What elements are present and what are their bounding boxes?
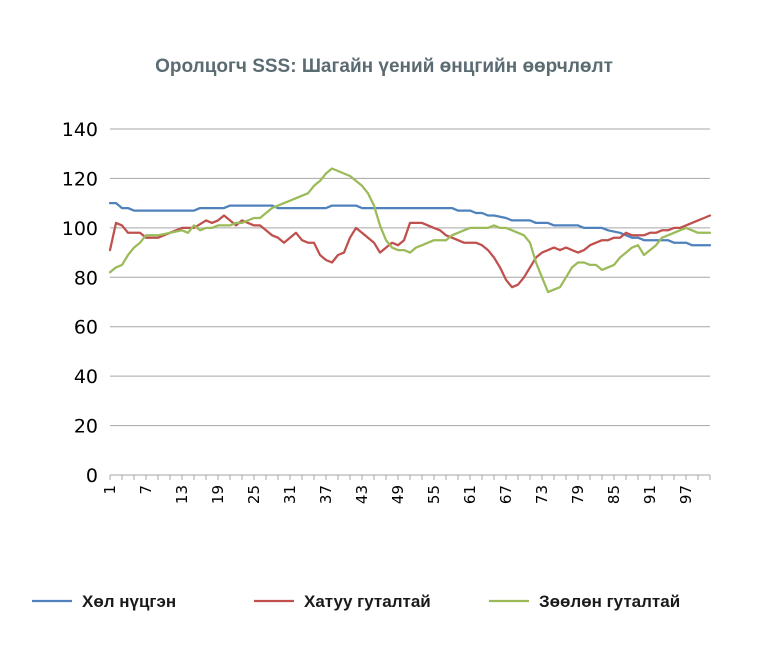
legend: Хөл нүцгэн Хатуу гуталтай Зөөлөн гуталтай [32, 592, 680, 611]
y-axis-ticks: 0 20 40 60 80 100 120 140 [62, 119, 98, 487]
x-tick-label: 37 [317, 485, 335, 504]
x-tick-label: 97 [677, 485, 695, 504]
chart-title: Оролцогч SSS: Шагайн үений өнцгийн өөрчл… [155, 56, 613, 77]
x-axis-ticks: 1 7 13 19 25 31 37 43 49 55 61 67 73 79 85 91 97 [101, 475, 711, 504]
x-tick-label: 31 [281, 485, 299, 504]
gridlines [110, 128, 710, 476]
series-line-1 [108, 201, 712, 247]
y-tick-label: 140 [62, 119, 98, 141]
x-tick-label: 91 [641, 485, 659, 504]
legend-label: Хатуу гуталтай [304, 592, 431, 611]
x-tick-label: 19 [209, 485, 227, 504]
x-tick-label: 85 [605, 485, 623, 504]
y-tick-label: 60 [74, 317, 98, 339]
x-tick-label: 43 [353, 485, 371, 504]
y-tick-label: 80 [74, 267, 98, 289]
legend-label: Зөөлөн гуталтай [539, 592, 680, 611]
x-tick-label: 61 [461, 485, 479, 504]
y-tick-label: 0 [86, 465, 98, 487]
x-tick-label: 1 [101, 485, 119, 495]
series-lines [108, 167, 712, 294]
x-tick-label: 67 [497, 485, 515, 504]
x-tick-label: 79 [569, 485, 587, 504]
x-tick-label: 25 [245, 485, 263, 504]
x-tick-label: 55 [425, 485, 443, 504]
y-tick-label: 100 [62, 218, 98, 240]
y-tick-label: 40 [74, 366, 98, 388]
y-tick-label: 20 [74, 416, 98, 438]
x-tick-label: 73 [533, 485, 551, 504]
x-tick-label: 49 [389, 485, 407, 504]
x-tick-label: 7 [137, 485, 155, 495]
y-tick-label: 120 [62, 168, 98, 190]
series-line-3 [108, 167, 712, 294]
x-tick-label: 13 [173, 485, 191, 504]
legend-label: Хөл нүцгэн [82, 592, 176, 611]
